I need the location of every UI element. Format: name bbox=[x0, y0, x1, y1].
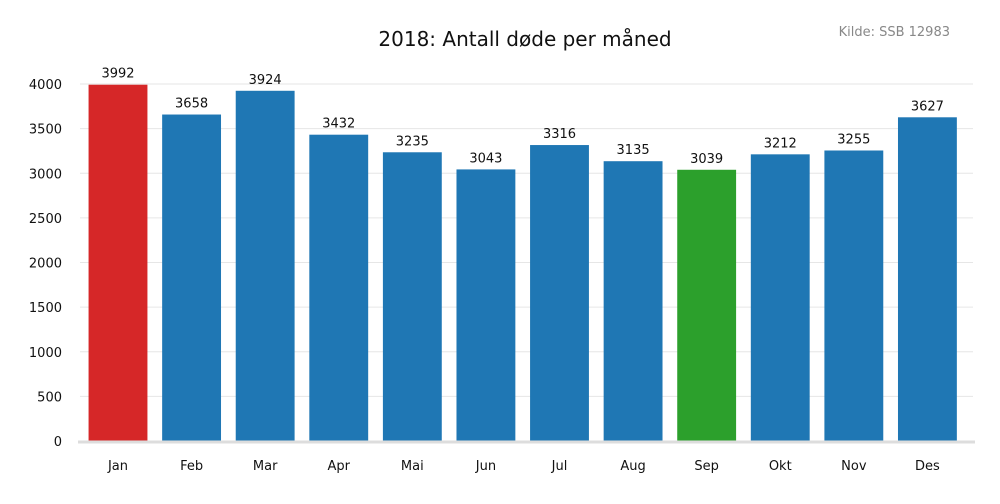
bar bbox=[677, 169, 737, 441]
data-label: 3316 bbox=[543, 127, 576, 142]
y-tick-label: 3500 bbox=[29, 123, 62, 138]
bar bbox=[382, 152, 442, 441]
y-tick-label: 0 bbox=[54, 435, 62, 450]
y-tick-label: 1000 bbox=[29, 346, 62, 361]
x-tick-label: Aug bbox=[620, 459, 645, 474]
bar bbox=[897, 117, 957, 441]
x-tick-label: Mar bbox=[253, 459, 278, 474]
bar bbox=[750, 154, 810, 442]
x-tick-label: Okt bbox=[769, 459, 792, 474]
y-tick-label: 4000 bbox=[29, 78, 62, 93]
bar bbox=[162, 114, 222, 441]
y-tick-label: 3000 bbox=[29, 167, 62, 182]
data-label: 3992 bbox=[101, 67, 134, 82]
y-tick-label: 500 bbox=[37, 390, 62, 405]
chart-title: 2018: Antall døde per måned bbox=[378, 27, 672, 51]
x-tick-label: Apr bbox=[328, 459, 351, 474]
y-tick-label: 2500 bbox=[29, 212, 62, 227]
x-tick-label: Sep bbox=[694, 459, 719, 474]
data-label: 3658 bbox=[175, 97, 208, 112]
data-label: 3235 bbox=[396, 134, 429, 149]
data-label: 3039 bbox=[690, 152, 723, 167]
bar bbox=[88, 84, 148, 442]
data-label: 3255 bbox=[837, 132, 870, 147]
bar bbox=[530, 145, 589, 441]
x-tick-label: Feb bbox=[180, 459, 203, 474]
x-tick-label: Mai bbox=[401, 459, 424, 474]
bar bbox=[603, 161, 663, 442]
bar bbox=[456, 169, 516, 442]
x-tick-label: Jan bbox=[107, 459, 128, 474]
x-tick-label: Des bbox=[915, 459, 940, 474]
bar bbox=[235, 90, 295, 442]
data-label: 3212 bbox=[764, 136, 797, 151]
bar bbox=[309, 134, 369, 441]
x-tick-label: Nov bbox=[841, 459, 867, 474]
data-label: 3135 bbox=[617, 143, 650, 158]
y-tick-label: 2000 bbox=[29, 257, 62, 272]
data-label: 3432 bbox=[322, 117, 355, 132]
data-label: 3627 bbox=[911, 99, 944, 114]
data-label: 3924 bbox=[249, 73, 282, 88]
data-label: 3043 bbox=[469, 151, 502, 166]
y-tick-label: 1500 bbox=[29, 301, 62, 316]
x-tick-label: Jun bbox=[475, 459, 496, 474]
chart-source: Kilde: SSB 12983 bbox=[838, 25, 950, 40]
bar bbox=[824, 150, 884, 441]
x-tick-label: Jul bbox=[551, 459, 568, 474]
